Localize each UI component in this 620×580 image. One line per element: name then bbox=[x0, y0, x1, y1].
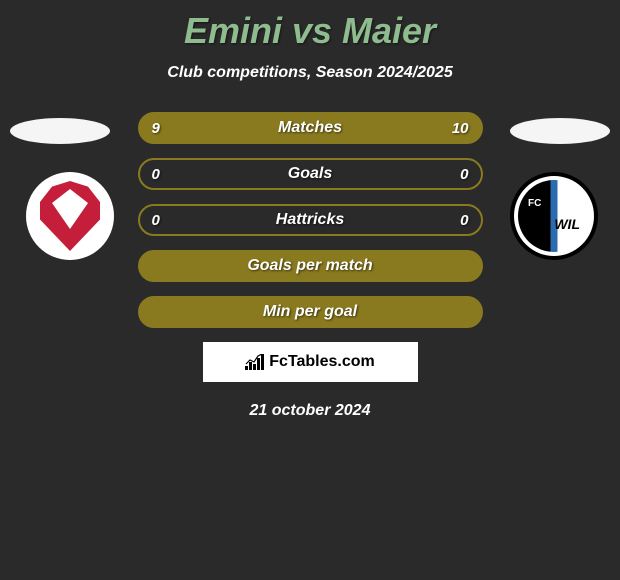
player-left-oval bbox=[10, 118, 110, 144]
chart-icon bbox=[245, 354, 265, 370]
comparison-area: FC WIL 9 Matches 10 0 Goals 0 0 Hattrick… bbox=[0, 112, 620, 328]
stat-row-hattricks: 0 Hattricks 0 bbox=[138, 204, 483, 236]
brand-box: FcTables.com bbox=[203, 342, 418, 382]
wil-text: WIL bbox=[554, 216, 580, 232]
brand-text: FcTables.com bbox=[269, 353, 375, 371]
stat-row-mpg: Min per goal bbox=[138, 296, 483, 328]
player-right-oval bbox=[510, 118, 610, 144]
stat-mpg-label: Min per goal bbox=[263, 303, 357, 321]
stat-rows: 9 Matches 10 0 Goals 0 0 Hattricks 0 Goa… bbox=[138, 112, 483, 328]
stat-matches-right: 10 bbox=[452, 120, 469, 137]
stat-matches-left: 9 bbox=[152, 120, 160, 137]
stat-matches-label: Matches bbox=[278, 119, 342, 137]
stat-goals-label: Goals bbox=[288, 165, 332, 183]
stat-hattricks-label: Hattricks bbox=[276, 211, 344, 229]
club-badge-left bbox=[26, 172, 114, 260]
club-badge-right: FC WIL bbox=[510, 172, 598, 260]
stat-row-goals: 0 Goals 0 bbox=[138, 158, 483, 190]
shield-icon bbox=[40, 181, 100, 251]
date-text: 21 october 2024 bbox=[0, 402, 620, 420]
wil-fc-text: FC bbox=[528, 198, 541, 209]
subtitle: Club competitions, Season 2024/2025 bbox=[0, 64, 620, 82]
stat-hattricks-right: 0 bbox=[460, 212, 468, 229]
page-title: Emini vs Maier bbox=[0, 0, 620, 52]
stat-row-gpm: Goals per match bbox=[138, 250, 483, 282]
stat-gpm-label: Goals per match bbox=[247, 257, 372, 275]
fc-wil-icon: FC WIL bbox=[518, 180, 590, 252]
stat-row-matches: 9 Matches 10 bbox=[138, 112, 483, 144]
stat-goals-right: 0 bbox=[460, 166, 468, 183]
stat-hattricks-left: 0 bbox=[152, 212, 160, 229]
stat-goals-left: 0 bbox=[152, 166, 160, 183]
